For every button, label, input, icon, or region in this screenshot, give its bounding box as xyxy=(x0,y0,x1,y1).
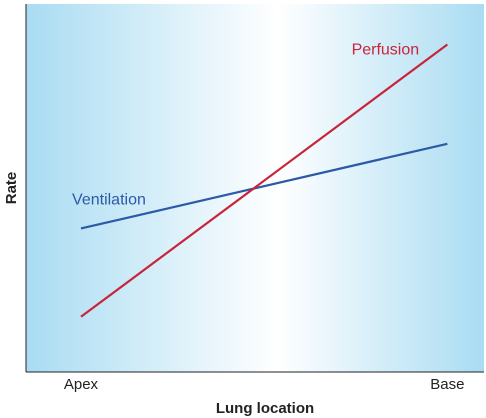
x-axis-title: Lung location xyxy=(216,400,314,417)
x-tick-label-apex: Apex xyxy=(64,376,99,393)
series-line-perfusion xyxy=(80,43,449,318)
series-group xyxy=(80,43,449,318)
x-tick-label-base: Base xyxy=(430,376,464,393)
series-label-perfusion: Perfusion xyxy=(352,41,420,58)
series-label-ventilation: Ventilation xyxy=(72,191,146,208)
label-group: Ventilation Perfusion xyxy=(72,41,419,208)
series-line-ventilation xyxy=(80,142,448,230)
y-axis-title: Rate xyxy=(3,172,20,205)
